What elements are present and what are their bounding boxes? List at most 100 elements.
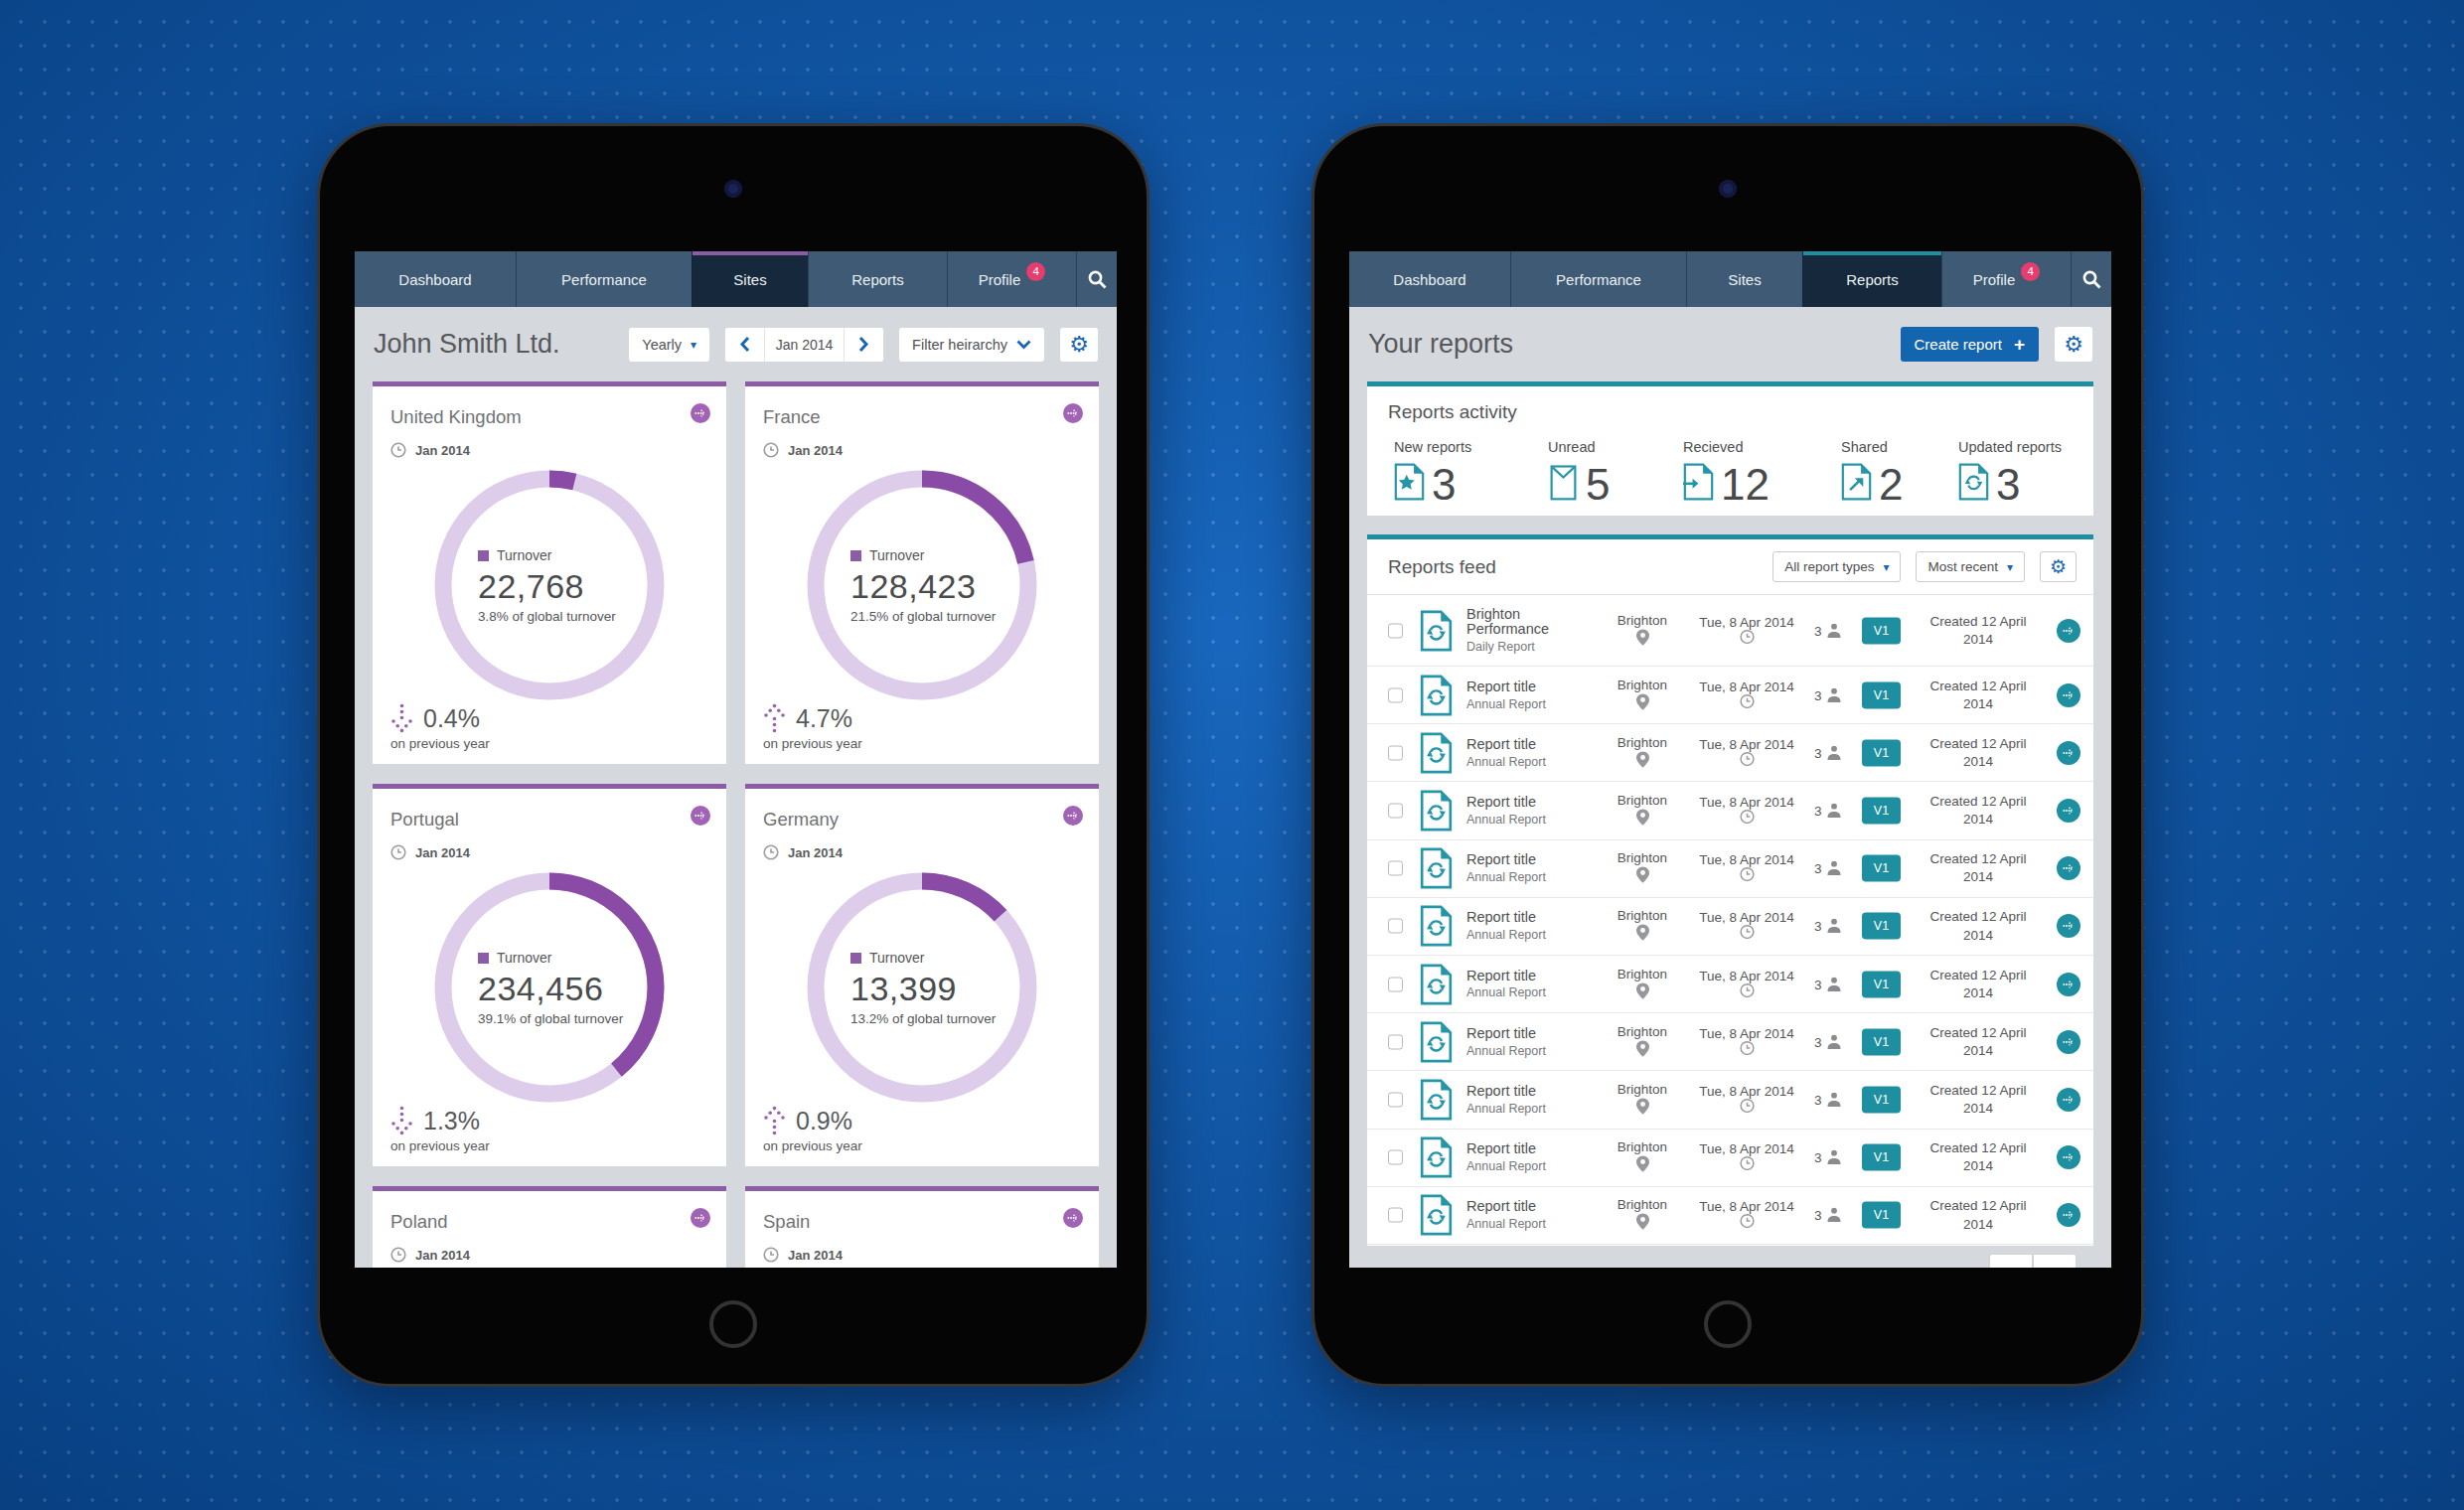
filter-hierarchy-dropdown[interactable]: Filter heirarchy (899, 328, 1044, 362)
clock-icon (390, 442, 406, 458)
nav-tab[interactable]: Performance (1510, 251, 1686, 307)
open-report-button[interactable] (2057, 1145, 2080, 1169)
new-reports-icon (1394, 462, 1425, 502)
search-tab[interactable] (1076, 251, 1117, 307)
report-doc-icon (1420, 732, 1453, 774)
card-go-arrow-button[interactable] (1063, 1208, 1083, 1228)
activity-count: 2 (1879, 467, 1903, 502)
next-period-button[interactable] (845, 328, 883, 362)
nav-tab[interactable]: Profile4 (947, 251, 1076, 307)
open-report-button[interactable] (2057, 1203, 2080, 1227)
nav-tab[interactable]: Sites (1686, 251, 1802, 307)
report-row[interactable]: Report title Annual Report Brighton Tue,… (1367, 898, 2093, 956)
report-title: Report title (1466, 1084, 1578, 1100)
version-badge: V1 (1862, 797, 1901, 824)
open-report-button[interactable] (2057, 973, 2080, 996)
created-date: Created 12 April 2014 (1914, 793, 2043, 829)
nav-tab[interactable]: Dashboard (1349, 251, 1510, 307)
report-row[interactable]: Report title Annual Report Brighton Tue,… (1367, 956, 2093, 1013)
row-checkbox[interactable] (1388, 1208, 1403, 1223)
dotted-arrow-right-icon (693, 406, 707, 420)
card-go-arrow-button[interactable] (1063, 806, 1083, 826)
sort-filter[interactable]: Most recent▾ (1916, 551, 2025, 582)
report-doc-icon (1420, 847, 1453, 889)
report-doc-icon (1420, 610, 1453, 652)
card-go-arrow-button[interactable] (1063, 403, 1083, 423)
global-share-label: 21.5% of global turnover (850, 609, 996, 624)
row-checkbox[interactable] (1388, 919, 1403, 934)
report-subtitle: Annual Report (1466, 813, 1578, 827)
version-badge: V1 (1862, 1086, 1901, 1113)
feed-settings-button[interactable]: ⚙ (2040, 551, 2077, 582)
person-icon (1827, 1150, 1841, 1165)
card-go-arrow-button[interactable] (691, 1208, 710, 1228)
row-checkbox[interactable] (1388, 687, 1403, 702)
report-row[interactable]: Report title Annual Report Brighton Tue,… (1367, 1130, 2093, 1187)
page-next-button[interactable] (2033, 1254, 2077, 1268)
report-row[interactable]: Report title Annual Report Brighton Tue,… (1367, 782, 2093, 839)
card-go-arrow-button[interactable] (691, 806, 710, 826)
open-report-button[interactable] (2057, 741, 2080, 765)
home-button[interactable] (1704, 1300, 1752, 1348)
legend-swatch (850, 953, 861, 964)
report-row[interactable]: Report title Annual Report Brighton Tue,… (1367, 1071, 2093, 1129)
report-date: Tue, 8 Apr 2014 (1687, 794, 1806, 809)
row-checkbox[interactable] (1388, 1034, 1403, 1049)
report-row[interactable]: Report title Annual Report Brighton Tue,… (1367, 724, 2093, 782)
row-checkbox[interactable] (1388, 861, 1403, 876)
date-pager: Jan 2014 (725, 328, 883, 362)
recieved-icon (1683, 462, 1714, 502)
row-checkbox[interactable] (1388, 1092, 1403, 1107)
person-icon (1827, 623, 1841, 638)
open-report-button[interactable] (2057, 619, 2080, 643)
page-prev-button[interactable] (1989, 1254, 2033, 1268)
change-percent: 4.7% (796, 704, 852, 733)
row-checkbox[interactable] (1388, 1150, 1403, 1165)
nav-tab[interactable]: Performance (516, 251, 692, 307)
report-row[interactable]: Report title Annual Report Brighton Tue,… (1367, 1013, 2093, 1071)
version-badge: V1 (1862, 1028, 1901, 1055)
open-report-button[interactable] (2057, 799, 2080, 823)
report-doc-icon (1420, 1079, 1453, 1121)
settings-button[interactable]: ⚙ (1060, 328, 1098, 362)
version-badge: V1 (1862, 913, 1901, 940)
report-type-filter[interactable]: All report types▾ (1772, 551, 1901, 582)
report-subtitle: Annual Report (1466, 1159, 1578, 1173)
share-count: 3 (1814, 1092, 1822, 1107)
clock-icon (390, 844, 406, 860)
open-report-button[interactable] (2057, 856, 2080, 880)
search-tab[interactable] (2071, 251, 2111, 307)
row-checkbox[interactable] (1388, 745, 1403, 760)
prev-period-button[interactable] (725, 328, 764, 362)
open-report-button[interactable] (2057, 1088, 2080, 1112)
nav-tab[interactable]: Sites (692, 251, 808, 307)
report-title: Report title (1466, 680, 1578, 695)
open-report-button[interactable] (2057, 914, 2080, 938)
create-report-button[interactable]: Create report+ (1901, 327, 2039, 362)
activity-count: 3 (1996, 467, 2020, 502)
person-icon (1827, 687, 1841, 702)
report-row[interactable]: Report title Annual Report Brighton Tue,… (1367, 1187, 2093, 1245)
nav-tab[interactable]: Profile4 (1941, 251, 2071, 307)
report-row[interactable]: Report title Annual Report Brighton Tue,… (1367, 667, 2093, 724)
home-button[interactable] (709, 1300, 757, 1348)
row-checkbox[interactable] (1388, 977, 1403, 991)
country-card-title: Spain (763, 1211, 1081, 1233)
row-checkbox[interactable] (1388, 623, 1403, 638)
card-go-arrow-button[interactable] (691, 403, 710, 423)
report-subtitle: Annual Report (1466, 1102, 1578, 1116)
nav-tab[interactable]: Reports (808, 251, 947, 307)
report-row[interactable]: Report title Annual Report Brighton Tue,… (1367, 840, 2093, 898)
panel-heading: Reports feed (1388, 556, 1496, 578)
nav-tab[interactable]: Reports (1802, 251, 1941, 307)
settings-button[interactable]: ⚙ (2055, 327, 2092, 362)
open-report-button[interactable] (2057, 683, 2080, 707)
period-dropdown[interactable]: Yearly▾ (629, 328, 709, 362)
open-report-button[interactable] (2057, 1030, 2080, 1054)
person-icon (1827, 861, 1841, 876)
dotted-arrow-right-icon (1066, 809, 1080, 823)
report-row[interactable]: Brighton Performance Daily Report Bright… (1367, 595, 2093, 667)
nav-tab[interactable]: Dashboard (355, 251, 516, 307)
card-period: Jan 2014 (390, 442, 708, 458)
row-checkbox[interactable] (1388, 803, 1403, 818)
